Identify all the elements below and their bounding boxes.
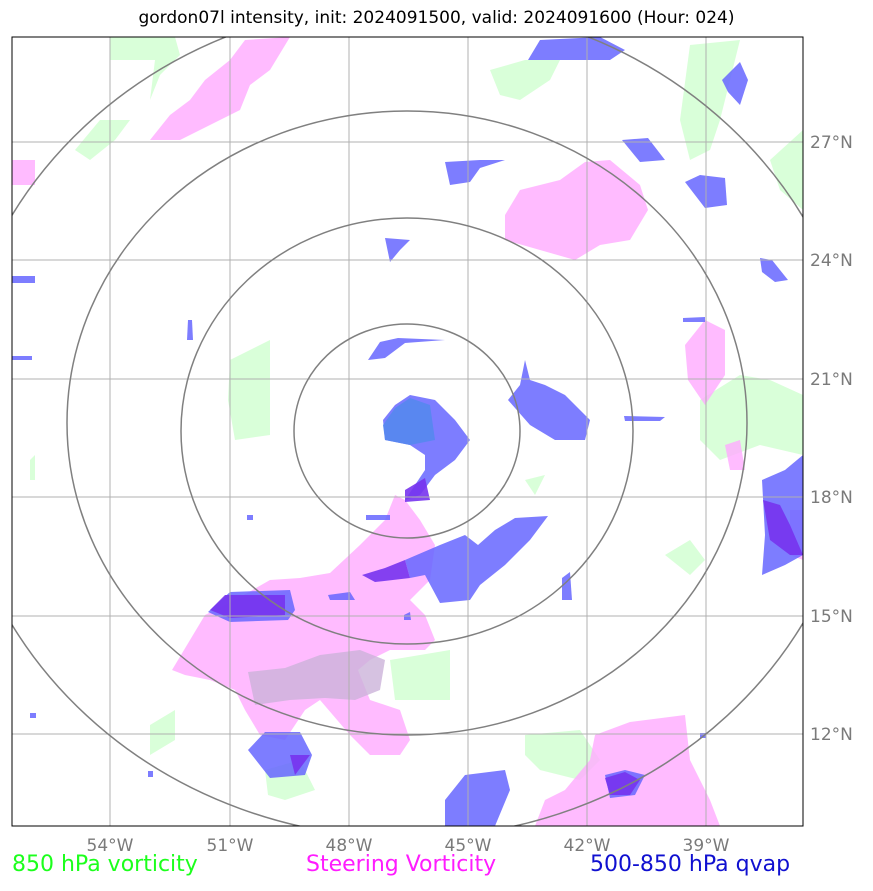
qvap-region	[328, 592, 355, 600]
overlap-region	[362, 560, 410, 582]
steering-vorticity-region	[150, 37, 290, 140]
qvap-region	[148, 771, 153, 777]
qvap-region	[622, 138, 665, 162]
qvap-region	[445, 160, 505, 185]
lat-tick-label: 21°N	[810, 370, 853, 390]
legend-steering-vorticity: Steering Vorticity	[306, 852, 497, 877]
vorticity-850-region	[490, 60, 560, 100]
lon-tick-label: 39°W	[683, 836, 730, 856]
qvap-region	[385, 238, 410, 262]
qvap-region	[722, 62, 748, 105]
steering-vorticity-region	[172, 495, 435, 755]
vorticity-850-region	[525, 475, 545, 495]
overlap-region	[383, 398, 435, 445]
overlap-region	[405, 478, 430, 502]
steering-vorticity-region	[685, 320, 725, 405]
lon-tick-label: 48°W	[326, 836, 373, 856]
qvap-region	[562, 572, 572, 600]
vorticity-850-layer	[30, 37, 803, 800]
lon-tick-label: 45°W	[445, 836, 492, 856]
vorticity-850-region	[75, 120, 130, 160]
qvap-region	[528, 37, 625, 60]
steering-vorticity-region	[535, 715, 720, 826]
qvap-region	[30, 713, 36, 718]
qvap-region	[366, 515, 390, 520]
map-content	[12, 37, 803, 826]
qvap-region	[247, 515, 253, 520]
vorticity-850-region	[680, 40, 740, 160]
qvap-region	[12, 276, 35, 283]
vorticity-850-region	[665, 540, 705, 575]
range-rings	[12, 37, 803, 826]
vorticity-850-region	[150, 710, 175, 755]
qvap-region	[683, 317, 705, 322]
legend-qvap: 500-850 hPa qvap	[590, 852, 791, 877]
vorticity-850-region	[30, 455, 35, 480]
overlap-region	[605, 772, 640, 795]
chart-title: gordon07l intensity, init: 2024091500, v…	[138, 8, 735, 28]
legend-850hpa-vorticity: 850 hPa vorticity	[12, 852, 198, 877]
steering-vorticity-layer	[12, 37, 803, 826]
map-frame	[11, 36, 804, 827]
steering-vorticity-region	[725, 440, 745, 470]
qvap-region	[187, 320, 193, 340]
lon-tick-label: 42°W	[564, 836, 611, 856]
lat-tick-label: 12°N	[810, 725, 853, 745]
latitude-labels: 27°N 24°N 21°N 18°N 15°N 12°N	[810, 133, 853, 745]
vorticity-850-region	[390, 650, 450, 700]
qvap-vorticity-overlap-layer	[383, 398, 435, 445]
lat-tick-label: 24°N	[810, 251, 853, 271]
qvap-region	[508, 360, 590, 440]
qvap-steering-overlap-layer	[210, 478, 803, 795]
vorticity-850-region	[228, 340, 270, 440]
range-ring-3	[66, 110, 748, 736]
lon-tick-label: 51°W	[207, 836, 254, 856]
steering-vorticity-region	[12, 160, 35, 185]
steering-vorticity-region	[505, 160, 648, 260]
overlap-region	[763, 500, 803, 555]
qvap-region	[368, 338, 445, 360]
lat-tick-label: 27°N	[810, 133, 853, 153]
qvap-region	[405, 516, 548, 603]
overlap-region	[290, 755, 310, 775]
vorticity-850-region	[700, 375, 803, 460]
range-ring-2	[180, 217, 634, 645]
qvap-region	[445, 770, 510, 826]
vorticity-850-region	[525, 730, 600, 780]
qvap-region	[12, 356, 32, 360]
lat-tick-label: 18°N	[810, 488, 853, 508]
qvap-region	[624, 416, 665, 421]
overlap-region	[210, 595, 285, 618]
range-ring-1	[293, 323, 521, 539]
lon-tick-label: 54°W	[87, 836, 134, 856]
vorticity-850-region	[110, 37, 180, 100]
gridlines	[12, 37, 803, 826]
qvap-region	[760, 258, 788, 282]
overlap-region	[248, 650, 385, 705]
longitude-labels: 54°W 51°W 48°W 45°W 42°W 39°W	[87, 836, 730, 856]
lat-tick-label: 15°N	[810, 607, 853, 627]
vorticity-850-region	[770, 130, 803, 210]
